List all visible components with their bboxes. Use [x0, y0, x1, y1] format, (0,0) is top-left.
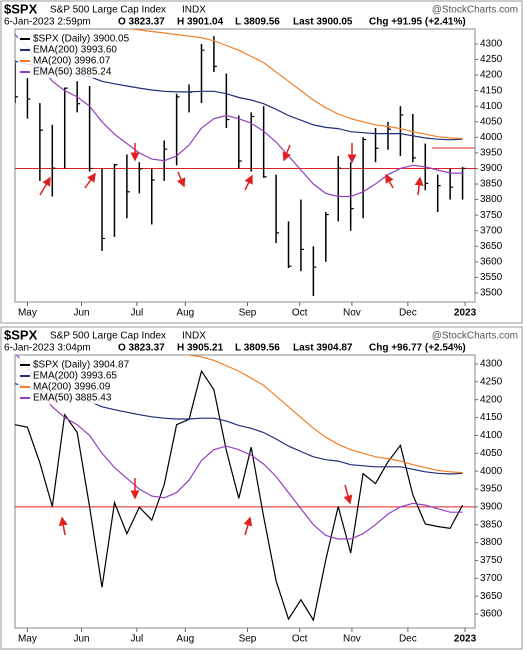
y-tick-label: 4000 [480, 466, 503, 477]
y-tick-label: 3900 [480, 163, 503, 174]
stat: Last 3904.87 [293, 343, 353, 354]
y-tick-label: 3700 [480, 573, 503, 584]
legend-label: MA(200) 3996.09 [33, 382, 111, 393]
annotation-arrow [343, 484, 353, 505]
x-tick-label: Aug [176, 308, 194, 319]
annotation-arrow [414, 176, 424, 196]
x-tick-label: Oct [292, 634, 308, 645]
exchange: INDX [182, 331, 206, 342]
stat: O 3823.37 [118, 17, 165, 28]
y-tick-label: 3600 [480, 609, 503, 620]
legend-label: MA(200) 3996.07 [33, 56, 111, 67]
legend-box [18, 358, 138, 404]
y-tick-label: 4100 [480, 101, 503, 112]
x-tick-label: Jun [73, 634, 89, 645]
stat: H 3901.04 [177, 17, 224, 28]
exchange: INDX [182, 5, 206, 16]
legend-box [18, 32, 138, 78]
stat: Chg +96.77 (+2.54%) [369, 343, 466, 354]
stat: L 3809.56 [235, 343, 280, 354]
x-tick-label: 2023 [454, 634, 477, 645]
y-tick-label: 4200 [480, 70, 503, 81]
legend-label: $SPX (Daily) 3904.87 [33, 360, 130, 371]
y-tick-label: 4050 [480, 116, 503, 127]
annotation-arrow [176, 171, 186, 188]
x-tick-label: Dec [399, 308, 417, 319]
y-tick-label: 4300 [480, 359, 503, 370]
annotation-arrow [244, 174, 253, 191]
stat: H 3905.21 [177, 343, 224, 354]
x-tick-label: Dec [399, 634, 417, 645]
y-tick-label: 3600 [480, 256, 503, 267]
x-tick-label: May [18, 308, 37, 319]
timestamp: 6-Jan-2023 3:04pm [4, 343, 91, 354]
y-tick-label: 3800 [480, 194, 503, 205]
y-tick-label: 3850 [480, 179, 503, 190]
annotation-arrow [385, 173, 394, 189]
timestamp: 6-Jan-2023 2:59pm [4, 17, 91, 28]
x-tick-label: Jul [130, 634, 143, 645]
x-tick-label: Aug [176, 634, 194, 645]
y-tick-label: 3700 [480, 225, 503, 236]
watermark: @StockCharts.com [432, 5, 518, 16]
annotation-arrow [84, 172, 96, 189]
y-tick-label: 3650 [480, 241, 503, 252]
x-tick-label: Sep [239, 308, 257, 319]
x-tick-label: Sep [239, 634, 257, 645]
series-line [15, 369, 464, 622]
stat: Last 3900.05 [293, 17, 353, 28]
y-tick-label: 4300 [480, 39, 503, 50]
series-line [126, 29, 463, 140]
y-tick-label: 4250 [480, 376, 503, 387]
watermark: @StockCharts.com [432, 331, 518, 342]
y-tick-label: 3800 [480, 537, 503, 548]
legend-label: EMA(50) 3885.43 [33, 393, 112, 404]
y-tick-label: 4250 [480, 54, 503, 65]
annotation-arrow [243, 516, 253, 536]
x-tick-label: Jul [130, 308, 143, 319]
series-line [15, 355, 463, 540]
y-tick-label: 4100 [480, 430, 503, 441]
legend-label: EMA(50) 3885.24 [33, 67, 112, 78]
series-line [184, 355, 463, 474]
annotation-arrow [58, 516, 68, 536]
x-tick-label: May [18, 634, 37, 645]
x-tick-label: Nov [343, 634, 361, 645]
y-tick-label: 3750 [480, 555, 503, 566]
stat: O 3823.37 [118, 343, 165, 354]
y-tick-label: 3850 [480, 519, 503, 530]
index-name: S&P 500 Large Cap Index [50, 5, 166, 16]
y-tick-label: 3650 [480, 591, 503, 602]
x-tick-label: Jun [73, 308, 89, 319]
legend-label: $SPX (Daily) 3900.05 [33, 34, 130, 45]
annotation-arrow [39, 176, 51, 196]
y-tick-label: 3500 [480, 288, 503, 299]
index-name: S&P 500 Large Cap Index [50, 331, 166, 342]
symbol: $SPX [4, 1, 38, 16]
y-tick-label: 3750 [480, 210, 503, 221]
y-tick-label: 3950 [480, 148, 503, 159]
y-tick-label: 3550 [480, 272, 503, 283]
legend-label: EMA(200) 3993.65 [33, 371, 117, 382]
annotation-arrow [282, 144, 291, 162]
y-tick-label: 4000 [480, 132, 503, 143]
y-tick-label: 3900 [480, 502, 503, 513]
x-tick-label: Oct [292, 308, 308, 319]
x-tick-label: Nov [343, 308, 361, 319]
y-tick-label: 4050 [480, 448, 503, 459]
legend-label: EMA(200) 3993.60 [33, 45, 117, 56]
symbol: $SPX [4, 327, 38, 342]
y-tick-label: 4150 [480, 85, 503, 96]
y-tick-label: 4200 [480, 394, 503, 405]
x-tick-label: 2023 [454, 308, 477, 319]
stat: Chg +91.95 (+2.41%) [369, 17, 466, 28]
y-tick-label: 3950 [480, 484, 503, 495]
y-tick-label: 4150 [480, 412, 503, 423]
stat: L 3809.56 [235, 17, 280, 28]
